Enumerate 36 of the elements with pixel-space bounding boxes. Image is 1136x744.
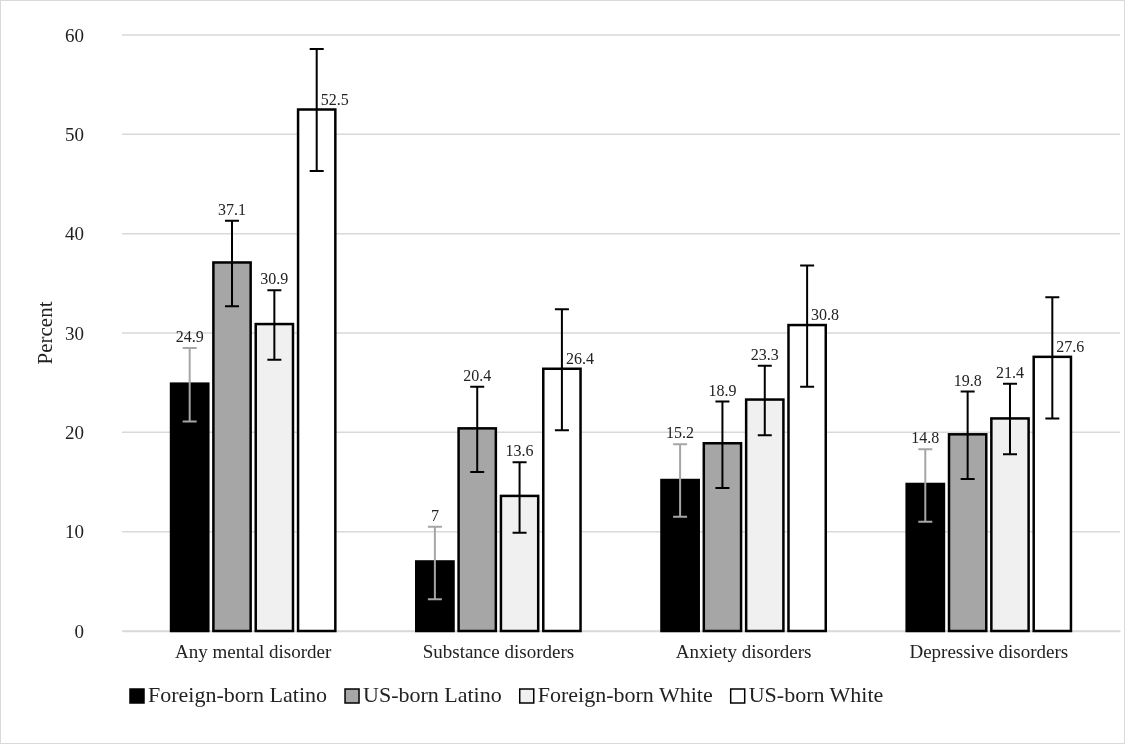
data-label: 37.1: [218, 200, 247, 218]
bar: [905, 482, 946, 633]
data-label: 23.3: [750, 345, 779, 363]
x-tick-label: Substance disorders: [422, 641, 575, 663]
data-label: 13.6: [505, 442, 534, 460]
y-tick-label: 60: [65, 24, 84, 46]
legend-label: US-born Latino: [363, 682, 502, 707]
x-tick-label: Anxiety disorders: [675, 641, 812, 663]
legend-label: Foreign-born White: [537, 682, 713, 707]
y-tick-label: 40: [65, 223, 84, 245]
y-axis-title: Percent: [33, 301, 57, 365]
y-tick-label: 50: [65, 123, 84, 145]
data-label: 27.6: [1056, 337, 1085, 355]
data-label: 7: [430, 506, 439, 524]
x-tick-label: Depressive disorders: [909, 641, 1069, 663]
y-tick-label: 20: [65, 421, 84, 443]
y-tick-label: 10: [65, 521, 84, 543]
data-label: 21.4: [995, 363, 1024, 381]
bar: [415, 560, 455, 633]
x-tick-label: Any mental disorder: [175, 641, 332, 663]
data-label: 30.8: [811, 306, 840, 324]
y-tick-label: 30: [65, 322, 84, 344]
y-tick-label: 0: [74, 620, 84, 642]
data-label: 30.9: [260, 270, 289, 288]
data-label: 19.8: [953, 371, 982, 389]
bar: [660, 478, 700, 633]
data-label: 26.4: [565, 349, 594, 367]
legend-label: Foreign-born Latino: [148, 682, 328, 707]
legend-label: US-born White: [748, 682, 884, 707]
data-label: 52.5: [320, 90, 349, 108]
data-label: 18.9: [708, 381, 737, 399]
data-label: 20.4: [463, 366, 492, 384]
data-label: 15.2: [666, 424, 695, 442]
bar: [169, 382, 210, 633]
data-label: 24.9: [175, 327, 204, 345]
data-label: 14.8: [911, 429, 940, 447]
